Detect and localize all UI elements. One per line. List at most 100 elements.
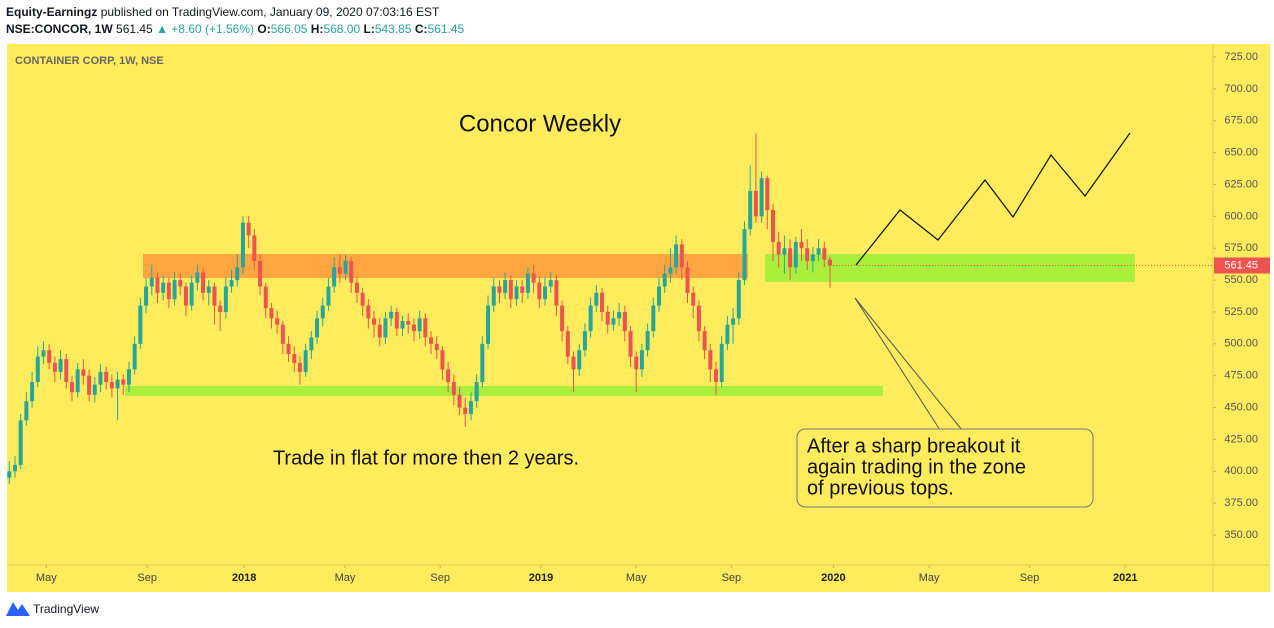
candle-body — [417, 318, 422, 332]
change: +8.60 (+1.56%) — [171, 22, 255, 36]
q-label: C: — [414, 22, 428, 36]
candle-body — [389, 311, 394, 319]
candle-body — [503, 280, 508, 293]
x-tick-label: 2020 — [821, 572, 845, 584]
callout-pointer — [854, 297, 941, 431]
candle-body — [115, 379, 120, 389]
last-price-box — [1214, 257, 1270, 274]
candle-body — [252, 235, 257, 261]
chart-title: Concor Weekly — [459, 110, 621, 137]
y-tick-label: 375.00 — [1224, 497, 1258, 509]
candle-body — [75, 369, 80, 393]
y-tick-label: 675.00 — [1224, 115, 1258, 127]
x-tick-label: May — [335, 572, 356, 584]
candle-body — [816, 248, 821, 255]
candle-body — [423, 318, 428, 338]
note: Trade in flat for more then 2 years. — [273, 447, 579, 469]
candle-body — [155, 277, 160, 293]
callout-text: of previous tops. — [807, 477, 954, 499]
candle-body — [742, 229, 747, 281]
candle-body — [326, 286, 331, 306]
candle-body — [87, 375, 92, 395]
y-tick-label: 550.00 — [1224, 274, 1258, 286]
y-tick-label: 425.00 — [1224, 433, 1258, 445]
candle-body — [337, 267, 342, 274]
q-label: O: — [257, 22, 271, 36]
x-tick-label: Sep — [1020, 572, 1040, 584]
candles — [7, 133, 832, 485]
candle-body — [600, 292, 605, 312]
candle-body — [788, 248, 793, 268]
candle-body — [92, 384, 97, 395]
y-tick-label: 625.00 — [1224, 178, 1258, 190]
candle-body — [497, 286, 502, 293]
x-tick-label: May — [626, 572, 647, 584]
candle-body — [525, 273, 530, 293]
candle-body — [531, 273, 536, 283]
callout-box — [796, 428, 1094, 508]
candle-body — [582, 331, 587, 351]
candle-body — [383, 318, 388, 338]
candle-body — [218, 305, 223, 312]
candle-body — [657, 286, 662, 306]
candle-body — [269, 308, 274, 319]
candle-body — [685, 267, 690, 293]
x-tick-label: Sep — [137, 572, 157, 584]
arrow: ▲ — [156, 22, 168, 36]
candle-body — [411, 324, 416, 332]
candle-body — [639, 350, 644, 370]
candle-body — [822, 248, 827, 260]
x-tick-label: May — [36, 572, 57, 584]
x-tick-label: 2019 — [529, 572, 553, 584]
quote-line: NSE:CONCOR, 1W 561.45 ▲ +8.60 (+1.56%) O… — [6, 21, 464, 38]
candle-body — [554, 280, 559, 306]
candle-body — [189, 282, 194, 306]
candle-body — [81, 369, 86, 376]
candle-body — [172, 280, 177, 300]
candle-body — [474, 382, 479, 402]
callout-pointer — [854, 297, 963, 431]
candle-body — [144, 286, 149, 306]
candle-body — [320, 305, 325, 319]
q-value: 561.45 — [427, 22, 465, 36]
candle-body — [765, 178, 770, 210]
candle-body — [52, 362, 57, 372]
candle-body — [332, 267, 337, 287]
y-tick-label: 575.00 — [1224, 242, 1258, 254]
brand: TradingView — [33, 602, 99, 616]
candle-body — [679, 244, 684, 268]
candle-body — [349, 260, 354, 283]
candle-body — [166, 282, 171, 300]
candle-body — [543, 286, 548, 300]
candle-body — [480, 343, 485, 383]
legend: CONTAINER CORP, 1W, NSE — [15, 55, 164, 67]
candle-body — [258, 260, 263, 287]
y-tick-label: 700.00 — [1224, 83, 1258, 95]
candle-body — [212, 286, 217, 306]
candle-body — [35, 356, 40, 383]
candle-body — [354, 282, 359, 293]
candle-body — [605, 311, 610, 325]
candle-body — [104, 371, 109, 383]
candle-body — [30, 382, 35, 402]
candle-body — [457, 394, 462, 408]
y-tick-label: 450.00 — [1224, 401, 1258, 413]
candle-body — [651, 305, 656, 332]
candle-body — [280, 324, 285, 344]
chart-background — [7, 44, 1270, 592]
candle-body — [594, 292, 599, 306]
candle-body — [12, 464, 17, 472]
candle-body — [235, 267, 240, 281]
author: Equity-Earningz — [6, 5, 98, 19]
y-tick-label: 600.00 — [1224, 210, 1258, 222]
candle-body — [109, 382, 114, 389]
candle-body — [440, 350, 445, 370]
q-value: 566.05 — [270, 22, 308, 36]
candle-body — [286, 343, 291, 355]
candle-body — [776, 241, 781, 255]
candle-body — [263, 286, 268, 309]
y-tick-label: 650.00 — [1224, 147, 1258, 159]
candle-body — [702, 331, 707, 351]
candle-body — [394, 311, 399, 329]
